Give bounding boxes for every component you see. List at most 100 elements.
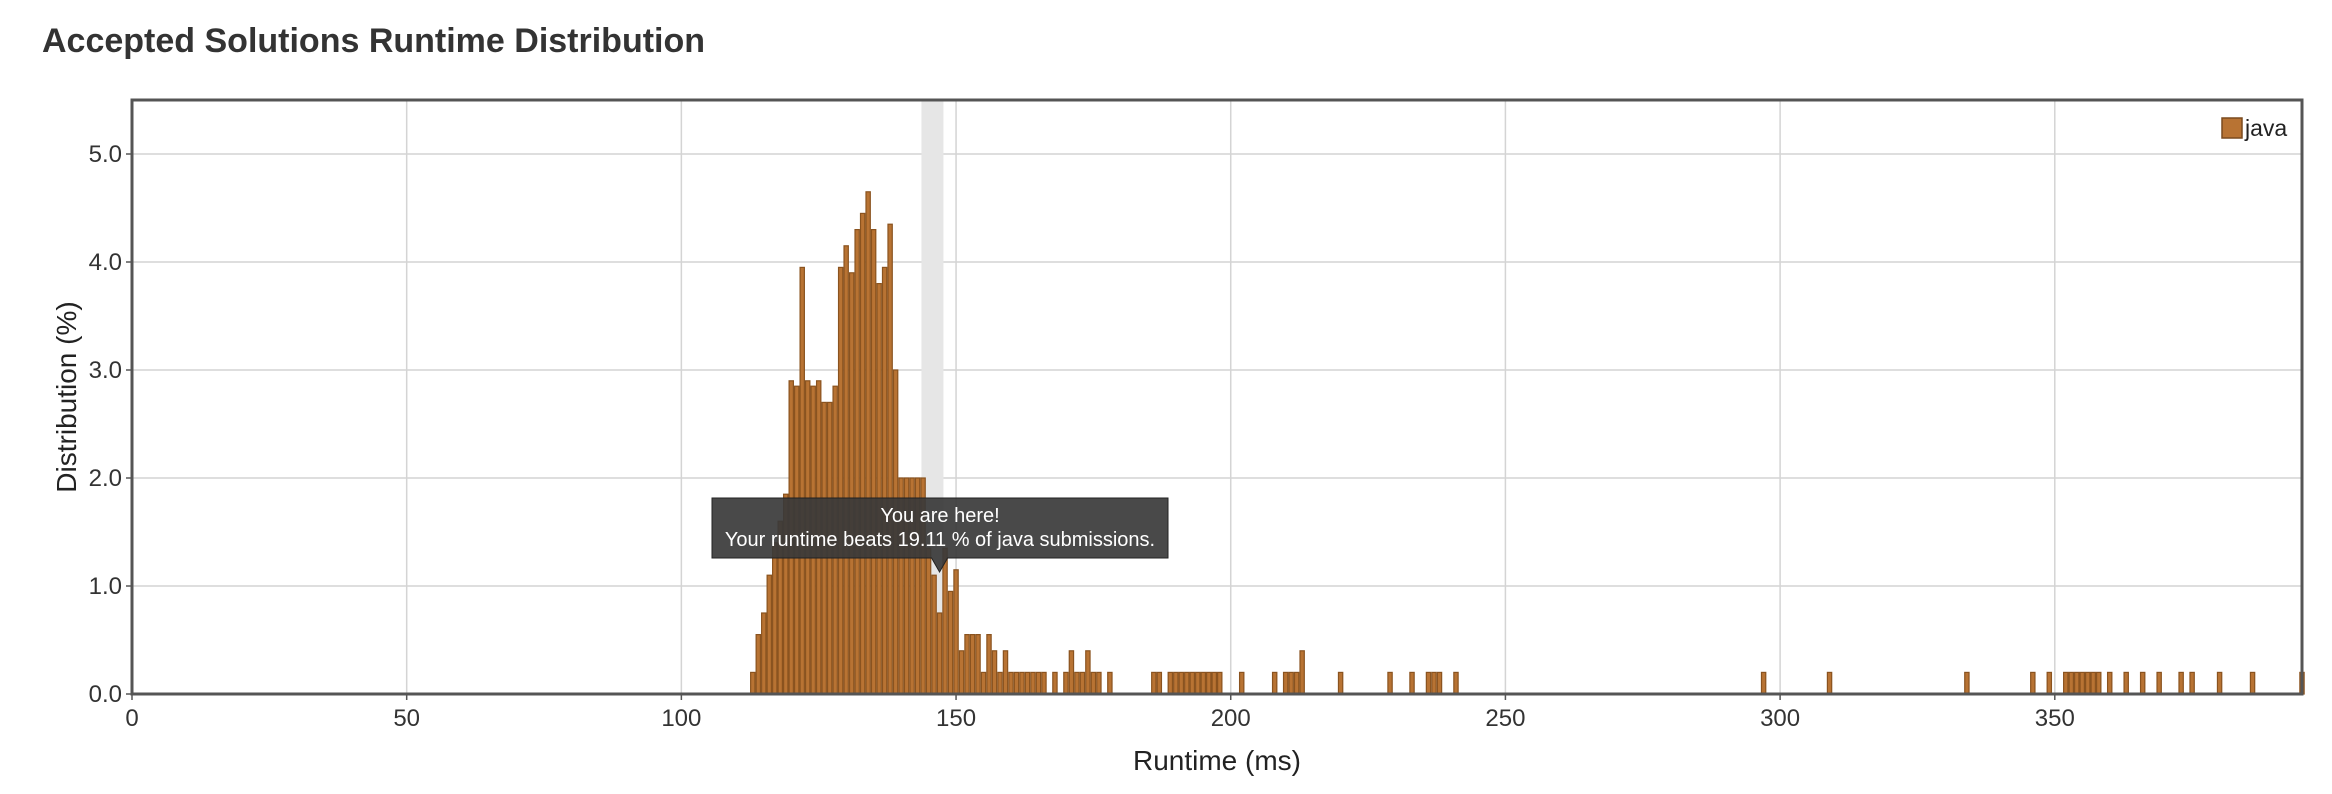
bar[interactable] (1178, 671, 1185, 695)
bar[interactable] (1436, 671, 1443, 695)
bar[interactable] (931, 574, 937, 695)
bar[interactable] (1826, 671, 1833, 695)
bar[interactable] (1282, 671, 1289, 695)
x-tick-label: 300 (1760, 705, 1800, 732)
bar[interactable] (980, 671, 987, 695)
bar[interactable] (1964, 671, 1970, 695)
bar[interactable] (958, 650, 965, 695)
bar[interactable] (837, 266, 844, 695)
bar[interactable] (997, 671, 1003, 695)
bar[interactable] (1760, 671, 1767, 695)
bar[interactable] (1431, 671, 1437, 695)
bar[interactable] (942, 547, 948, 695)
bar[interactable] (865, 191, 871, 695)
bar[interactable] (925, 547, 932, 695)
bar[interactable] (1079, 671, 1086, 695)
bar[interactable] (1052, 671, 1058, 695)
bar[interactable] (1167, 671, 1174, 695)
bar[interactable] (2178, 671, 2184, 695)
bar[interactable] (755, 633, 762, 695)
bar[interactable] (964, 633, 970, 695)
bar[interactable] (2249, 671, 2256, 695)
bar[interactable] (2046, 671, 2053, 695)
bar[interactable] (881, 266, 888, 695)
bar[interactable] (870, 229, 877, 695)
bar[interactable] (1189, 671, 1196, 695)
bar[interactable] (1288, 671, 1294, 695)
bar[interactable] (2156, 671, 2162, 695)
bar[interactable] (1387, 671, 1393, 695)
bar[interactable] (1156, 671, 1163, 695)
bar[interactable] (1041, 671, 1047, 695)
bar[interactable] (1453, 671, 1459, 695)
bar[interactable] (1008, 671, 1014, 695)
bar[interactable] (799, 266, 805, 695)
bar[interactable] (947, 590, 954, 695)
bar[interactable] (2216, 671, 2223, 695)
bar[interactable] (766, 574, 773, 695)
bar[interactable] (1002, 650, 1009, 695)
bar[interactable] (772, 542, 778, 695)
bar[interactable] (1409, 671, 1415, 695)
bar[interactable] (2123, 671, 2129, 695)
bar[interactable] (761, 612, 767, 695)
bar[interactable] (887, 223, 893, 695)
bar[interactable] (1195, 671, 1201, 695)
bar[interactable] (2095, 671, 2102, 695)
bar[interactable] (1184, 671, 1190, 695)
bar[interactable] (1293, 671, 1300, 695)
bar[interactable] (2063, 671, 2069, 695)
bar[interactable] (1019, 671, 1025, 695)
bar[interactable] (2074, 671, 2080, 695)
bar[interactable] (2030, 671, 2036, 695)
legend[interactable]: java (2221, 115, 2287, 141)
bar[interactable] (1085, 650, 1091, 695)
bar[interactable] (1068, 650, 1075, 695)
bar[interactable] (1299, 650, 1305, 695)
bar[interactable] (986, 633, 992, 695)
bar[interactable] (2085, 671, 2091, 695)
bar[interactable] (1096, 671, 1102, 695)
bar[interactable] (1337, 671, 1344, 695)
bar[interactable] (1238, 671, 1245, 695)
bar[interactable] (843, 245, 849, 695)
bar[interactable] (969, 633, 976, 695)
bar[interactable] (2079, 671, 2086, 695)
bar[interactable] (1425, 671, 1432, 695)
bar[interactable] (1216, 671, 1223, 695)
bar[interactable] (991, 650, 998, 695)
bar[interactable] (1206, 671, 1212, 695)
bar[interactable] (2106, 671, 2113, 695)
bar[interactable] (2068, 671, 2075, 695)
bar[interactable] (2189, 671, 2195, 695)
y-axis-ticks: 0.0 1.0 2.0 3.0 4.0 5.0 (89, 141, 132, 708)
legend-swatch-java (2221, 117, 2243, 139)
bar[interactable] (1200, 671, 1207, 695)
bar[interactable] (1030, 671, 1036, 695)
bar[interactable] (2090, 671, 2096, 695)
bar[interactable] (1063, 671, 1069, 695)
bar[interactable] (953, 569, 959, 695)
bar[interactable] (750, 671, 756, 695)
bar[interactable] (1107, 671, 1113, 695)
bar[interactable] (975, 633, 981, 695)
runtime-tooltip: You are here! Your runtime beats 19.11 %… (711, 497, 1169, 574)
bar[interactable] (1211, 671, 1217, 695)
bar[interactable] (848, 272, 855, 695)
bar[interactable] (936, 612, 943, 695)
bar[interactable] (1024, 671, 1031, 695)
bar[interactable] (1035, 671, 1042, 695)
bar[interactable] (1090, 671, 1097, 695)
bar[interactable] (1271, 671, 1278, 695)
bar[interactable] (876, 283, 882, 695)
bar[interactable] (1074, 671, 1080, 695)
bar[interactable] (859, 212, 866, 695)
bar[interactable] (1013, 671, 1020, 695)
y-tick-label: 2.0 (89, 465, 122, 492)
bar[interactable] (1151, 671, 1157, 695)
bar[interactable] (1173, 671, 1179, 695)
bar[interactable] (2139, 671, 2146, 695)
grid-lines (131, 100, 2302, 695)
bar[interactable] (854, 229, 860, 695)
